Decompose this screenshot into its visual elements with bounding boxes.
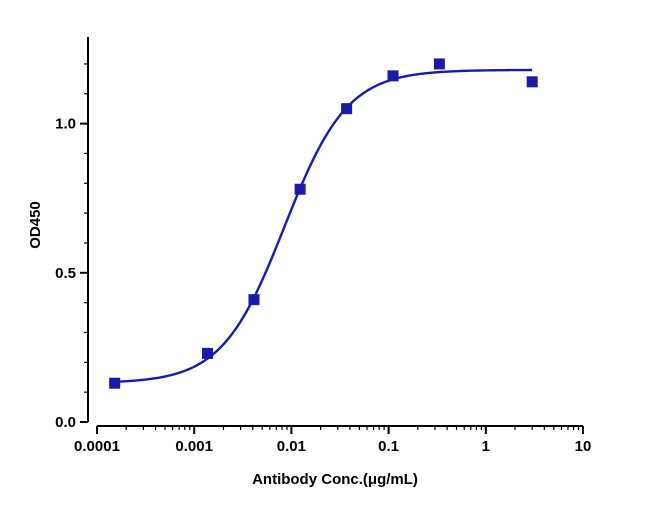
y-tick-label: 0.0 [55,414,76,431]
data-point [109,377,121,389]
y-tick-label: 0.5 [55,265,76,282]
y-axis-title: OD450 [27,201,44,249]
x-axis-title: Antibody Conc.(μg/mL) [252,471,418,488]
x-axis: 0.0001 0.001 0.01 0.1 1 10 [74,425,592,455]
data-point [387,70,399,82]
x-tick-label: 10 [575,438,592,455]
data-point [341,103,353,115]
x-tick-label: 0.1 [378,438,399,455]
x-tick-label: 0.0001 [74,438,120,455]
data-point [294,183,306,195]
data-point [248,294,260,306]
x-tick-label: 1 [482,438,490,455]
data-points [109,58,538,389]
data-point [201,347,213,359]
data-point [433,58,445,70]
x-tick-label: 0.01 [277,438,306,455]
fit-curve [114,68,533,384]
y-tick-label: 1.0 [55,116,76,133]
x-tick-label: 0.001 [175,438,213,455]
data-point [526,76,538,88]
y-axis: 0.0 0.5 1.0 [55,37,89,431]
